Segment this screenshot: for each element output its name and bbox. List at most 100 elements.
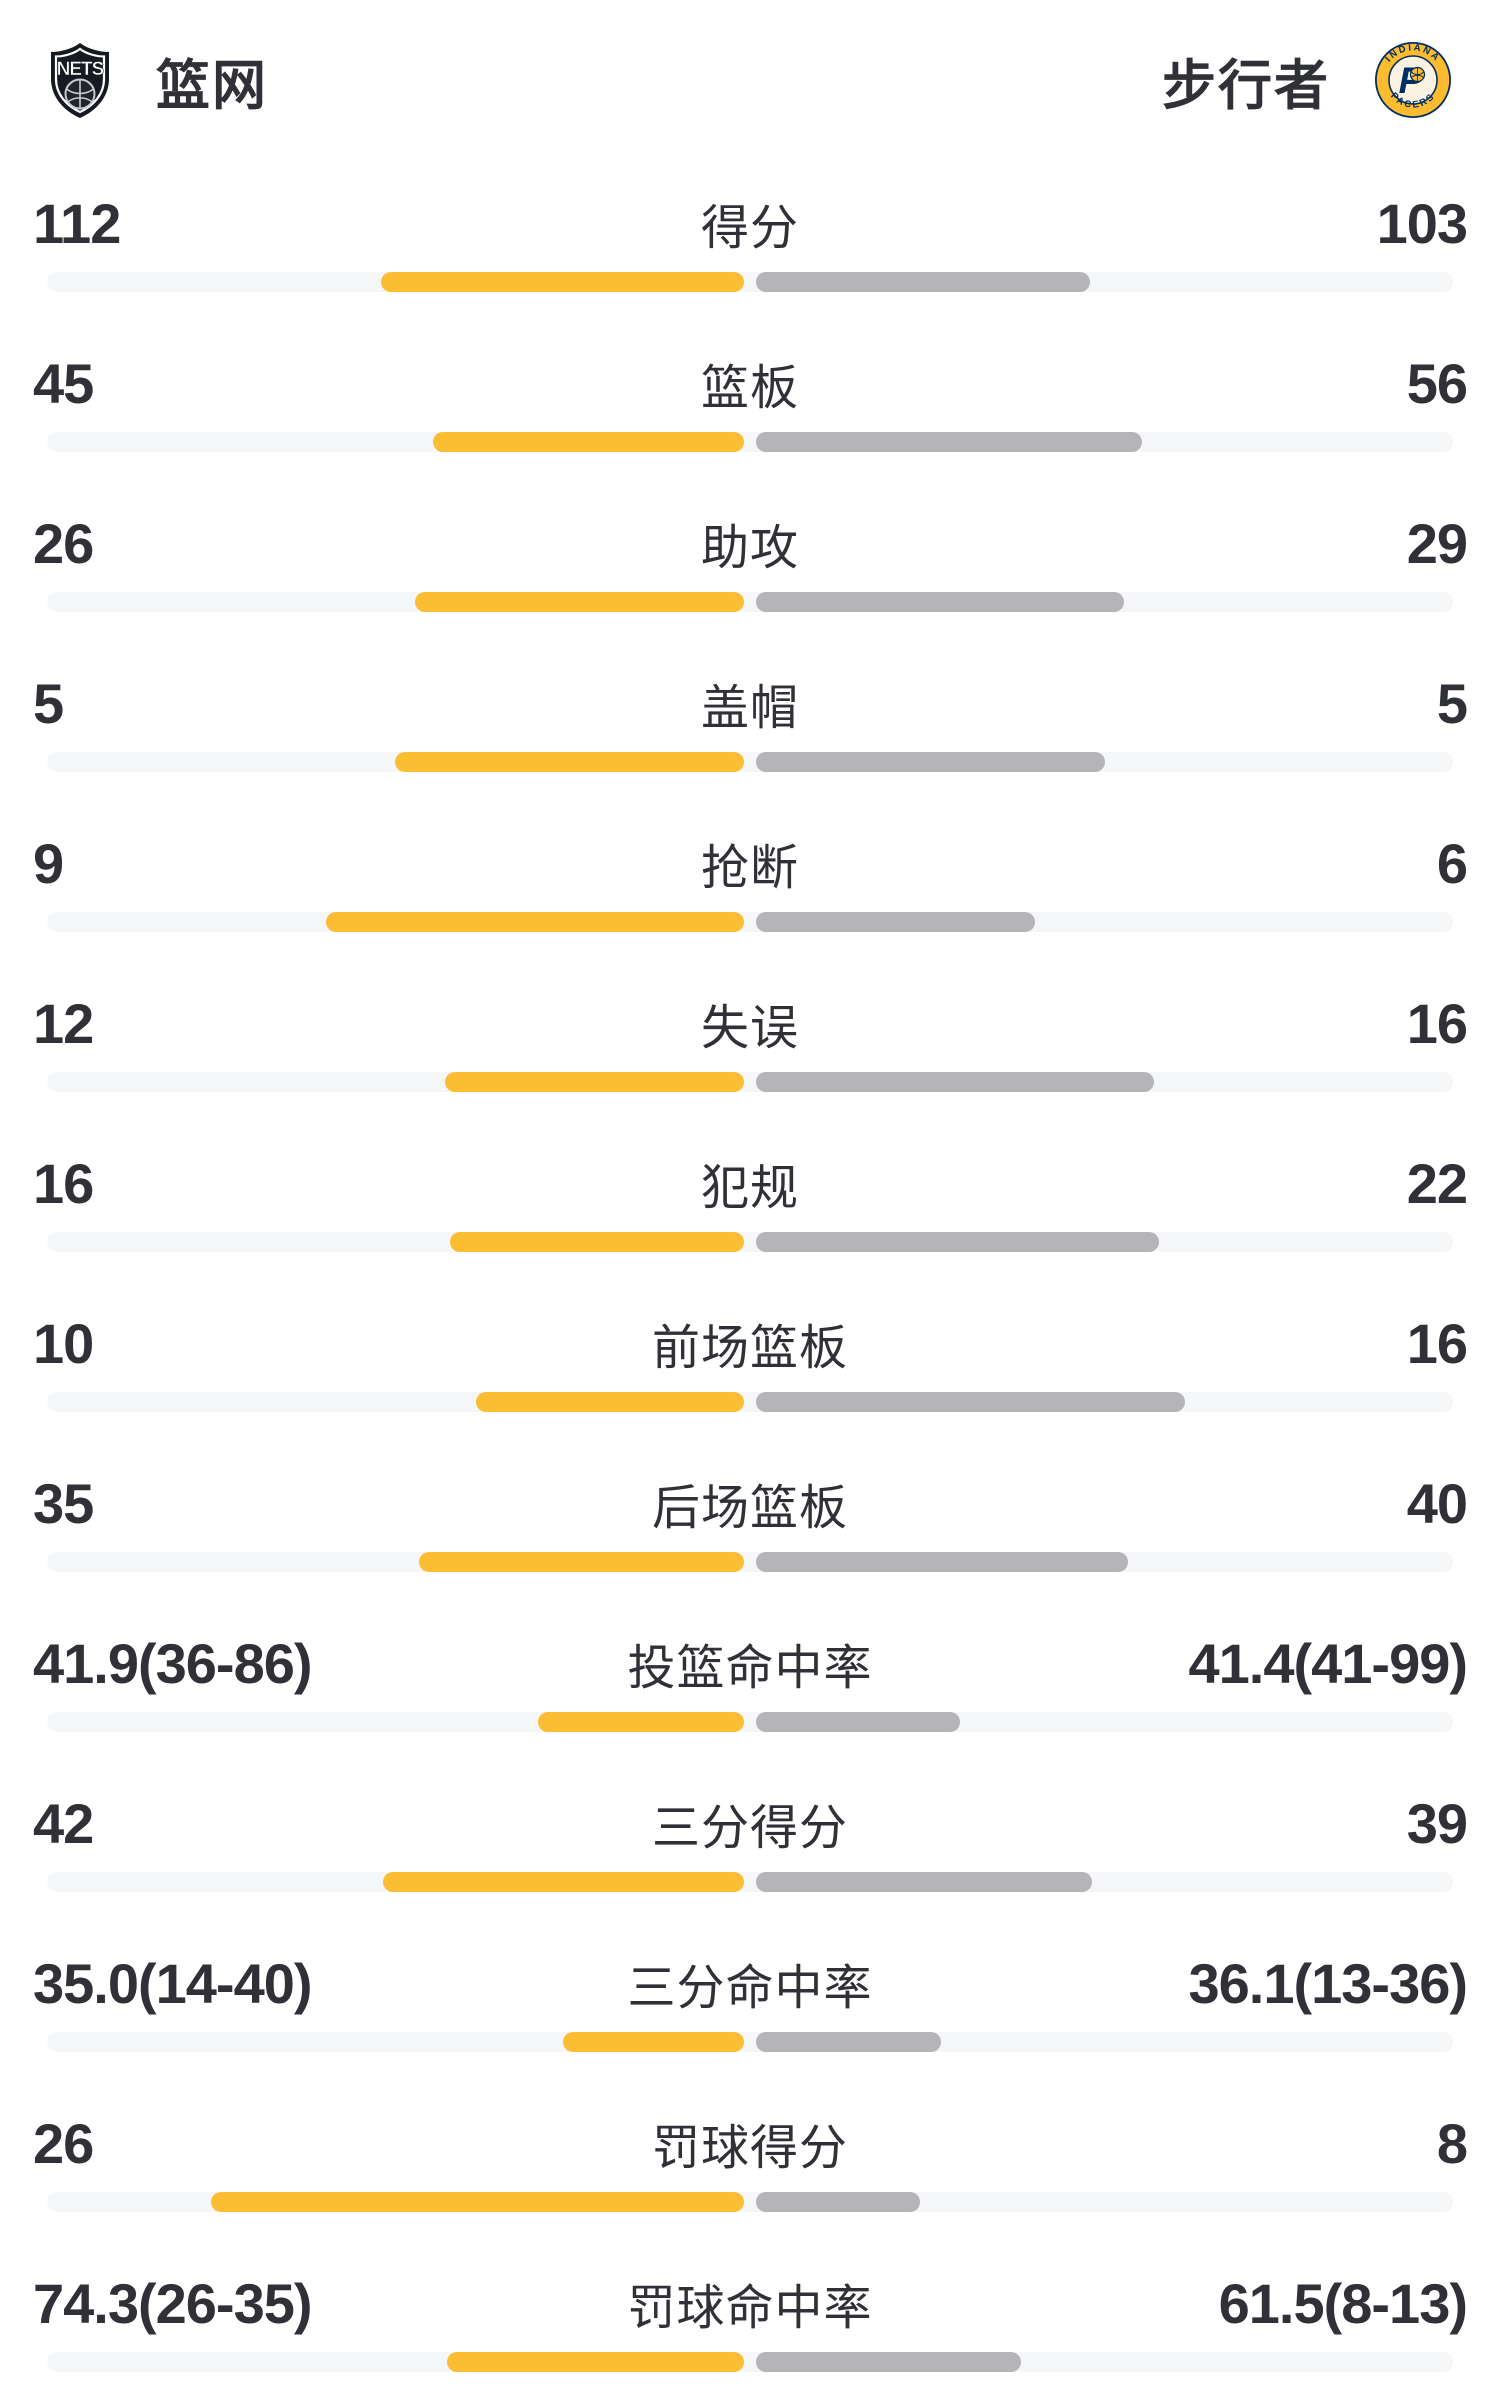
stat-label: 犯规 bbox=[700, 1162, 799, 1215]
stat-label: 篮板 bbox=[700, 362, 799, 415]
stat-text-line: 26 罚球得分 8 bbox=[0, 2110, 1500, 2176]
stat-bar-track bbox=[47, 272, 1453, 292]
left-team-bar bbox=[415, 592, 744, 612]
right-team-bar bbox=[756, 1552, 1128, 1572]
right-team-value: 22 bbox=[1406, 1151, 1468, 1215]
stat-label: 得分 bbox=[700, 202, 799, 255]
stat-bar-track bbox=[47, 1872, 1453, 1892]
stat-text-line: 9 抢断 6 bbox=[0, 830, 1500, 896]
stat-bar-track bbox=[47, 592, 1453, 612]
stat-label: 后场篮板 bbox=[651, 1482, 848, 1535]
stat-text-line: 5 盖帽 5 bbox=[0, 670, 1500, 736]
stat-label: 失误 bbox=[700, 1002, 799, 1055]
stat-text-line: 45 篮板 56 bbox=[0, 350, 1500, 416]
stat-text-line: 12 失误 16 bbox=[0, 990, 1500, 1056]
stat-row: 112 得分 103 bbox=[0, 160, 1500, 320]
left-team-value: 35.0(14-40) bbox=[33, 1951, 313, 2015]
left-team-bar bbox=[447, 2352, 744, 2372]
right-team-value: 56 bbox=[1406, 351, 1468, 415]
nets-logo-icon: NETS bbox=[48, 41, 112, 119]
right-team-bar bbox=[756, 2032, 941, 2052]
stat-label: 抢断 bbox=[700, 842, 799, 895]
left-team-value: 45 bbox=[33, 351, 94, 415]
stat-text-line: 41.9(36-86) 投篮命中率 41.4(41-99) bbox=[0, 1630, 1500, 1696]
stat-text-line: 42 三分得分 39 bbox=[0, 1790, 1500, 1856]
stat-row: 16 犯规 22 bbox=[0, 1120, 1500, 1280]
left-team-bar bbox=[476, 1392, 744, 1412]
left-team-value: 74.3(26-35) bbox=[33, 2271, 313, 2335]
left-team-value: 112 bbox=[33, 191, 121, 255]
stat-label: 投篮命中率 bbox=[627, 1642, 873, 1695]
right-team-value: 103 bbox=[1376, 191, 1468, 255]
stat-row: 10 前场篮板 16 bbox=[0, 1280, 1500, 1440]
stat-text-line: 16 犯规 22 bbox=[0, 1150, 1500, 1216]
team-left-name: 篮网 bbox=[156, 55, 268, 116]
stat-bar-track bbox=[47, 1232, 1453, 1252]
left-team-value: 16 bbox=[33, 1151, 94, 1215]
right-team-value: 16 bbox=[1406, 991, 1468, 1055]
right-team-bar bbox=[756, 752, 1105, 772]
right-team-bar bbox=[756, 2192, 920, 2212]
stat-label: 前场篮板 bbox=[651, 1322, 848, 1375]
stat-bar-track bbox=[47, 432, 1453, 452]
stat-label: 罚球得分 bbox=[651, 2122, 848, 2175]
right-team-bar bbox=[756, 1072, 1154, 1092]
right-team-bar bbox=[756, 592, 1124, 612]
stat-text-line: 35.0(14-40) 三分命中率 36.1(13-36) bbox=[0, 1950, 1500, 2016]
stat-text-line: 112 得分 103 bbox=[0, 190, 1500, 256]
left-team-value: 26 bbox=[33, 2111, 94, 2175]
right-team-value: 41.4(41-99) bbox=[1188, 1631, 1468, 1695]
stat-label: 罚球命中率 bbox=[627, 2282, 873, 2335]
stat-row: 35 后场篮板 40 bbox=[0, 1440, 1500, 1600]
left-team-bar bbox=[445, 1072, 744, 1092]
right-team-bar bbox=[756, 1712, 960, 1732]
stat-label: 三分得分 bbox=[651, 1802, 848, 1855]
stat-bar-track bbox=[47, 2032, 1453, 2052]
right-team-bar bbox=[756, 1872, 1092, 1892]
nets-logo-wordmark: NETS bbox=[57, 59, 104, 80]
left-team-value: 10 bbox=[33, 1311, 94, 1375]
right-team-value: 5 bbox=[1436, 671, 1468, 735]
stat-bar-track bbox=[47, 1392, 1453, 1412]
left-team-value: 41.9(36-86) bbox=[33, 1631, 313, 1695]
stat-label: 助攻 bbox=[700, 522, 799, 575]
team-left: NETS 篮网 bbox=[48, 41, 268, 120]
stat-row: 41.9(36-86) 投篮命中率 41.4(41-99) bbox=[0, 1600, 1500, 1760]
left-team-bar bbox=[450, 1232, 744, 1252]
left-team-value: 26 bbox=[33, 511, 94, 575]
left-team-bar bbox=[326, 912, 744, 932]
stat-row: 26 助攻 29 bbox=[0, 480, 1500, 640]
right-team-value: 16 bbox=[1406, 1311, 1468, 1375]
left-team-bar bbox=[381, 272, 744, 292]
pacers-logo-icon: INDIANA PACERS P bbox=[1374, 41, 1452, 119]
stat-text-line: 35 后场篮板 40 bbox=[0, 1470, 1500, 1536]
right-team-bar bbox=[756, 2352, 1021, 2372]
left-team-bar bbox=[538, 1712, 744, 1732]
right-team-value: 8 bbox=[1436, 2111, 1468, 2175]
right-team-bar bbox=[756, 912, 1035, 932]
stat-bar-track bbox=[47, 1072, 1453, 1092]
stats-list: 112 得分 103 45 篮板 56 26 助攻 29 5 盖帽 5 9 抢断 6 12 失误 16 16 犯规 22… bbox=[0, 160, 1500, 2400]
left-team-bar bbox=[383, 1872, 744, 1892]
stat-row: 12 失误 16 bbox=[0, 960, 1500, 1120]
right-team-bar bbox=[756, 432, 1142, 452]
team-right: 步行者 INDIANA PACERS P bbox=[1162, 41, 1452, 120]
right-team-bar bbox=[756, 1232, 1159, 1252]
stat-row: 45 篮板 56 bbox=[0, 320, 1500, 480]
stat-row: 74.3(26-35) 罚球命中率 61.5(8-13) bbox=[0, 2240, 1500, 2400]
right-team-value: 39 bbox=[1406, 1791, 1468, 1855]
left-team-bar bbox=[395, 752, 744, 772]
right-team-value: 40 bbox=[1406, 1471, 1468, 1535]
stat-bar-track bbox=[47, 2192, 1453, 2212]
right-team-bar bbox=[756, 272, 1090, 292]
stat-row: 5 盖帽 5 bbox=[0, 640, 1500, 800]
stat-bar-track bbox=[47, 2352, 1453, 2372]
stat-row: 9 抢断 6 bbox=[0, 800, 1500, 960]
stat-bar-track bbox=[47, 752, 1453, 772]
right-team-value: 36.1(13-36) bbox=[1188, 1951, 1468, 2015]
left-team-bar bbox=[419, 1552, 744, 1572]
stat-label: 三分命中率 bbox=[627, 1962, 873, 2015]
left-team-value: 9 bbox=[33, 831, 64, 895]
stat-bar-track bbox=[47, 1552, 1453, 1572]
